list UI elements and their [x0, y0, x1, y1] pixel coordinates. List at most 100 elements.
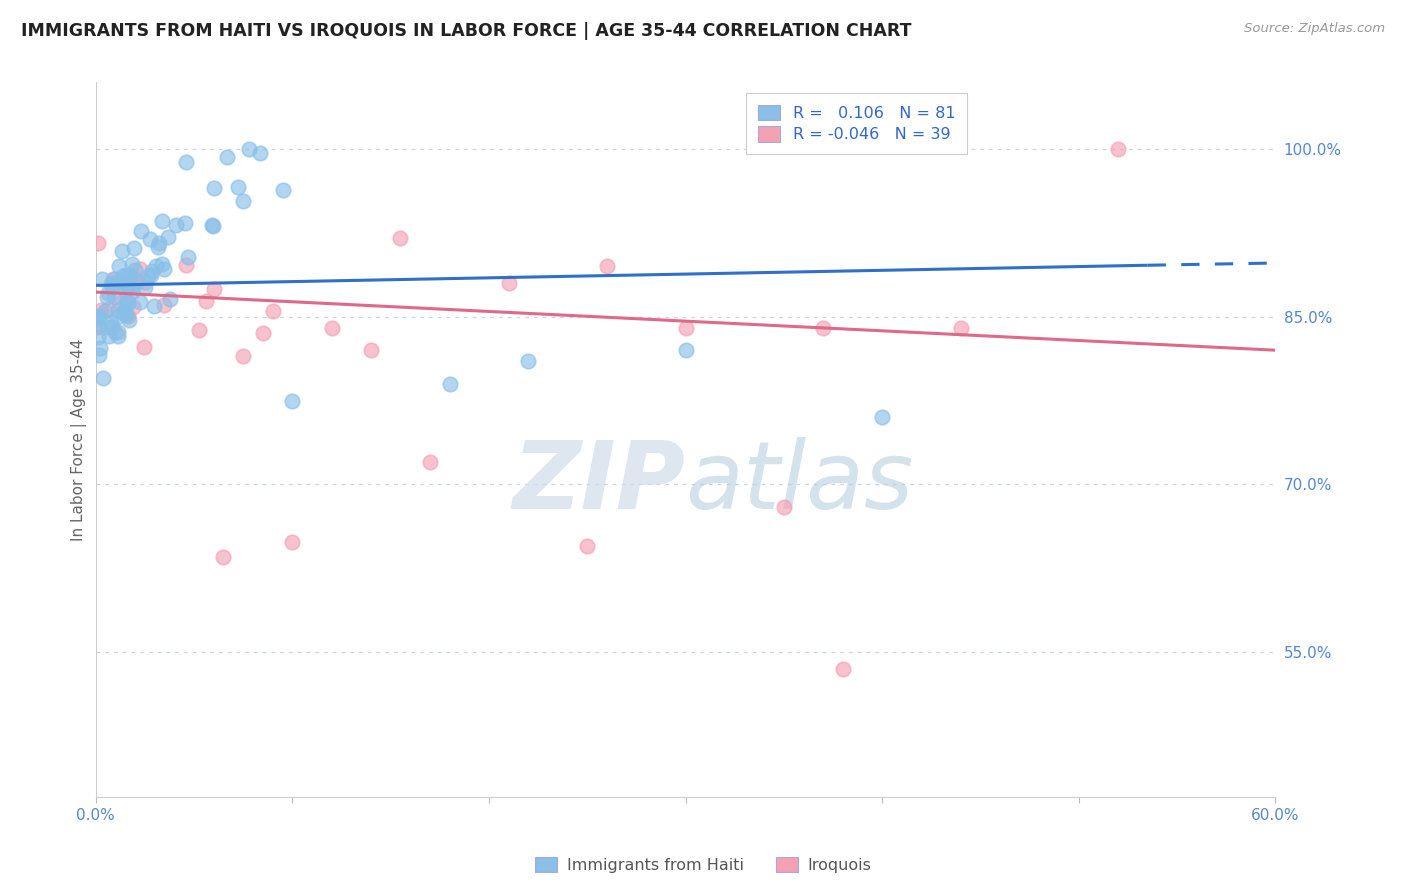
Iroquois [202, 281, 225, 295]
Immigrants from Haiti [115, 308, 138, 322]
Iroquois [121, 301, 143, 315]
Immigrants from Haiti [91, 371, 114, 385]
Immigrants from Haiti [91, 272, 114, 286]
Iroquois [174, 259, 197, 273]
Iroquois [949, 321, 972, 335]
Iroquois [86, 235, 108, 250]
Immigrants from Haiti [96, 290, 118, 304]
Iroquois [262, 304, 284, 318]
Immigrants from Haiti [201, 218, 224, 232]
Immigrants from Haiti [156, 230, 179, 244]
Immigrants from Haiti [281, 393, 304, 408]
Iroquois [117, 280, 139, 294]
Immigrants from Haiti [150, 257, 173, 271]
Immigrants from Haiti [105, 310, 128, 324]
Immigrants from Haiti [100, 315, 122, 329]
Iroquois [101, 272, 124, 286]
Immigrants from Haiti [148, 235, 170, 250]
Iroquois [110, 295, 132, 310]
Immigrants from Haiti [111, 279, 134, 293]
Immigrants from Haiti [134, 280, 156, 294]
Immigrants from Haiti [271, 183, 294, 197]
Iroquois [252, 326, 274, 341]
Immigrants from Haiti [128, 295, 150, 310]
Immigrants from Haiti [145, 259, 167, 273]
Legend: R =   0.106   N = 81, R = -0.046   N = 39: R = 0.106 N = 81, R = -0.046 N = 39 [747, 94, 966, 153]
Immigrants from Haiti [107, 328, 129, 343]
Immigrants from Haiti [232, 194, 254, 209]
Legend: Immigrants from Haiti, Iroquois: Immigrants from Haiti, Iroquois [529, 851, 877, 880]
Iroquois [124, 277, 146, 291]
Immigrants from Haiti [115, 277, 138, 291]
Immigrants from Haiti [238, 142, 260, 156]
Iroquois [772, 500, 794, 514]
Immigrants from Haiti [86, 311, 108, 326]
Immigrants from Haiti [202, 180, 225, 194]
Immigrants from Haiti [103, 276, 125, 290]
Iroquois [134, 275, 156, 289]
Immigrants from Haiti [226, 180, 249, 194]
Immigrants from Haiti [101, 319, 124, 334]
Iroquois [232, 349, 254, 363]
Immigrants from Haiti [87, 310, 110, 324]
Immigrants from Haiti [107, 326, 129, 340]
Iroquois [194, 293, 217, 308]
Immigrants from Haiti [121, 285, 143, 299]
Immigrants from Haiti [118, 268, 141, 282]
Immigrants from Haiti [89, 348, 111, 362]
Immigrants from Haiti [675, 343, 697, 358]
Immigrants from Haiti [150, 214, 173, 228]
Iroquois [321, 321, 343, 335]
Immigrants from Haiti [111, 305, 134, 319]
Immigrants from Haiti [439, 376, 461, 391]
Iroquois [128, 261, 150, 276]
Iroquois [831, 662, 853, 676]
Iroquois [132, 340, 155, 354]
Immigrants from Haiti [122, 241, 145, 255]
Iroquois [1107, 142, 1129, 156]
Iroquois [117, 309, 139, 323]
Immigrants from Haiti [86, 330, 108, 344]
Immigrants from Haiti [141, 264, 163, 278]
Iroquois [90, 302, 112, 317]
Immigrants from Haiti [117, 295, 139, 310]
Text: IMMIGRANTS FROM HAITI VS IROQUOIS IN LABOR FORCE | AGE 35-44 CORRELATION CHART: IMMIGRANTS FROM HAITI VS IROQUOIS IN LAB… [21, 22, 911, 40]
Immigrants from Haiti [108, 259, 131, 273]
Iroquois [596, 260, 619, 274]
Iroquois [153, 298, 176, 312]
Iroquois [122, 270, 145, 285]
Immigrants from Haiti [141, 268, 163, 283]
Immigrants from Haiti [146, 240, 169, 254]
Immigrants from Haiti [96, 320, 118, 334]
Immigrants from Haiti [97, 286, 120, 301]
Iroquois [104, 325, 127, 339]
Immigrants from Haiti [129, 224, 152, 238]
Iroquois [87, 320, 110, 334]
Immigrants from Haiti [117, 296, 139, 310]
Immigrants from Haiti [870, 410, 893, 425]
Iroquois [97, 302, 120, 317]
Text: ZIP: ZIP [513, 436, 686, 529]
Immigrants from Haiti [121, 257, 143, 271]
Iroquois [498, 276, 520, 290]
Immigrants from Haiti [127, 274, 149, 288]
Iroquois [188, 323, 211, 337]
Immigrants from Haiti [165, 218, 187, 232]
Text: atlas: atlas [686, 437, 914, 528]
Immigrants from Haiti [103, 290, 125, 304]
Immigrants from Haiti [103, 272, 125, 286]
Immigrants from Haiti [87, 318, 110, 333]
Immigrants from Haiti [177, 250, 200, 264]
Iroquois [389, 231, 412, 245]
Immigrants from Haiti [118, 274, 141, 288]
Immigrants from Haiti [100, 277, 122, 292]
Iroquois [811, 321, 834, 335]
Immigrants from Haiti [143, 299, 166, 313]
Immigrants from Haiti [153, 262, 176, 277]
Iroquois [360, 343, 382, 358]
Immigrants from Haiti [136, 269, 159, 284]
Immigrants from Haiti [111, 269, 134, 284]
Immigrants from Haiti [112, 272, 135, 286]
Iroquois [675, 321, 697, 335]
Immigrants from Haiti [517, 354, 540, 368]
